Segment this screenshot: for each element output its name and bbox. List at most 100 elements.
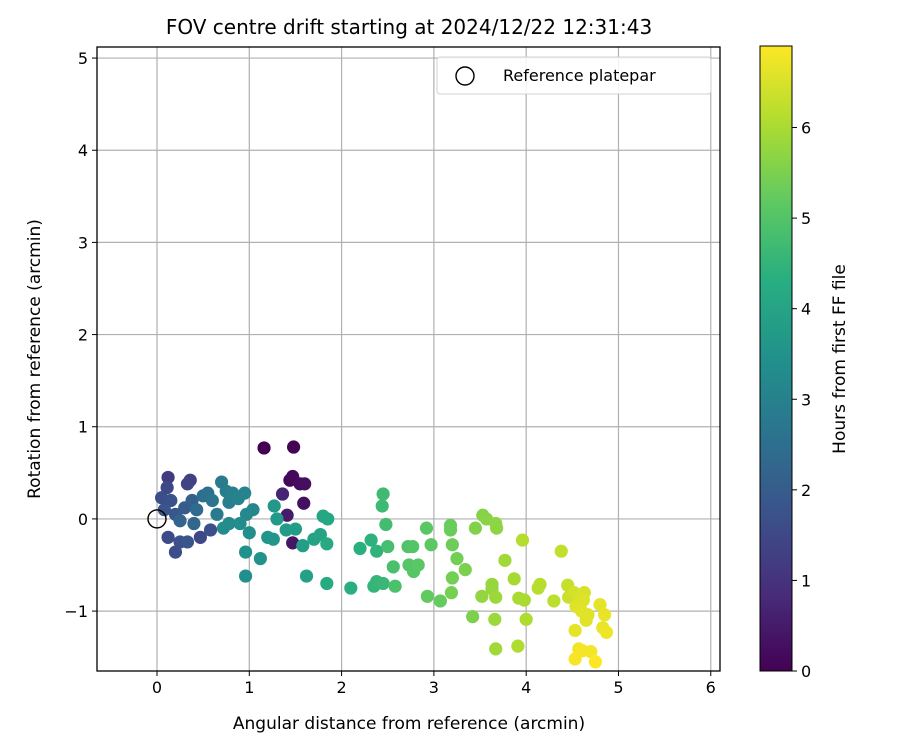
data-point xyxy=(233,516,247,531)
plot-frame xyxy=(96,46,721,672)
data-point xyxy=(321,512,335,526)
data-point xyxy=(490,521,504,535)
data-point xyxy=(286,536,300,550)
data-point xyxy=(419,521,434,535)
data-point xyxy=(593,598,607,612)
data-point xyxy=(376,576,390,591)
data-point xyxy=(450,551,464,566)
data-point xyxy=(242,526,256,540)
colorbar-label: Hours from first FF file xyxy=(830,264,850,454)
data-point xyxy=(173,514,187,528)
x-axis-ticks: 0 1 2 3 4 5 6 xyxy=(152,671,716,697)
data-point xyxy=(507,572,521,586)
data-point xyxy=(297,496,311,510)
data-point xyxy=(266,532,280,546)
colorbar xyxy=(759,45,793,672)
data-point xyxy=(253,551,267,566)
data-point xyxy=(161,530,175,544)
data-point xyxy=(599,625,614,639)
legend-marker xyxy=(455,66,475,86)
legend: Reference platepar xyxy=(436,56,712,95)
y-tick-label: 3 xyxy=(78,233,88,252)
data-point xyxy=(547,594,561,608)
data-point xyxy=(386,560,400,574)
data-point xyxy=(475,589,489,603)
data-point xyxy=(157,503,171,517)
data-point xyxy=(353,541,367,556)
data-point xyxy=(205,493,219,508)
data-point xyxy=(344,581,358,595)
y-axis-label: Rotation from reference (arcmin) xyxy=(25,219,45,499)
data-point xyxy=(515,533,530,547)
x-axis-label: Angular distance from reference (arcmin) xyxy=(233,714,585,734)
data-point xyxy=(375,499,389,513)
data-point xyxy=(420,589,435,603)
x-tick-label: 4 xyxy=(521,678,531,697)
colorbar-ticks: 0 1 2 3 4 5 6 xyxy=(792,119,811,681)
data-point xyxy=(488,612,502,626)
data-point xyxy=(270,512,284,526)
data-point xyxy=(588,655,603,669)
data-point xyxy=(489,590,503,604)
data-point xyxy=(238,486,252,500)
colorbar-tick-label: 4 xyxy=(801,300,811,319)
data-point xyxy=(433,594,447,608)
data-point xyxy=(517,593,531,607)
x-tick-label: 0 xyxy=(152,678,162,697)
data-point xyxy=(444,586,459,600)
data-points xyxy=(147,440,614,669)
data-point xyxy=(187,516,201,531)
data-point xyxy=(406,539,420,554)
y-tick-label: 4 xyxy=(78,141,88,160)
data-point xyxy=(193,530,207,544)
y-tick-label: 0 xyxy=(78,510,88,529)
data-point xyxy=(388,579,402,593)
colorbar-tick-label: 3 xyxy=(801,390,811,409)
colorbar-tick-label: 5 xyxy=(801,209,811,228)
x-tick-label: 3 xyxy=(429,678,439,697)
data-point xyxy=(568,623,582,638)
x-tick-label: 6 xyxy=(706,678,716,697)
data-point xyxy=(568,652,582,666)
data-point xyxy=(180,535,195,549)
data-point xyxy=(298,477,312,491)
data-point xyxy=(320,537,334,551)
data-point xyxy=(379,517,393,532)
colorbar-tick-label: 2 xyxy=(801,481,811,500)
data-point xyxy=(320,576,334,591)
data-point xyxy=(468,521,483,535)
y-tick-label: −1 xyxy=(64,602,88,621)
data-point xyxy=(381,539,395,554)
data-point xyxy=(216,521,231,535)
x-tick-label: 1 xyxy=(244,678,254,697)
data-point xyxy=(424,538,438,552)
data-point xyxy=(443,523,458,537)
data-point xyxy=(489,642,503,656)
data-point xyxy=(445,571,459,585)
data-point xyxy=(275,487,290,501)
data-point xyxy=(286,440,301,454)
legend-box xyxy=(436,56,712,95)
reference-platepar-marker xyxy=(147,509,167,529)
x-tick-label: 2 xyxy=(336,678,346,697)
data-point xyxy=(445,538,459,552)
data-point xyxy=(267,499,281,513)
y-tick-label: 2 xyxy=(78,326,88,345)
y-axis-ticks: −1 0 1 2 3 4 5 xyxy=(64,49,97,621)
data-point xyxy=(533,577,547,591)
colorbar-tick-label: 1 xyxy=(801,571,811,590)
data-point xyxy=(511,639,525,653)
x-tick-label: 5 xyxy=(613,678,623,697)
y-tick-label: 1 xyxy=(78,418,88,437)
data-point xyxy=(160,480,174,495)
data-point xyxy=(238,569,253,583)
data-point xyxy=(168,545,183,559)
data-point xyxy=(203,523,218,537)
data-point xyxy=(238,545,253,559)
colorbar-tick-label: 0 xyxy=(801,662,811,681)
data-point xyxy=(376,487,390,501)
y-tick-label: 5 xyxy=(78,49,88,68)
data-point xyxy=(313,527,327,542)
data-point xyxy=(288,522,303,536)
